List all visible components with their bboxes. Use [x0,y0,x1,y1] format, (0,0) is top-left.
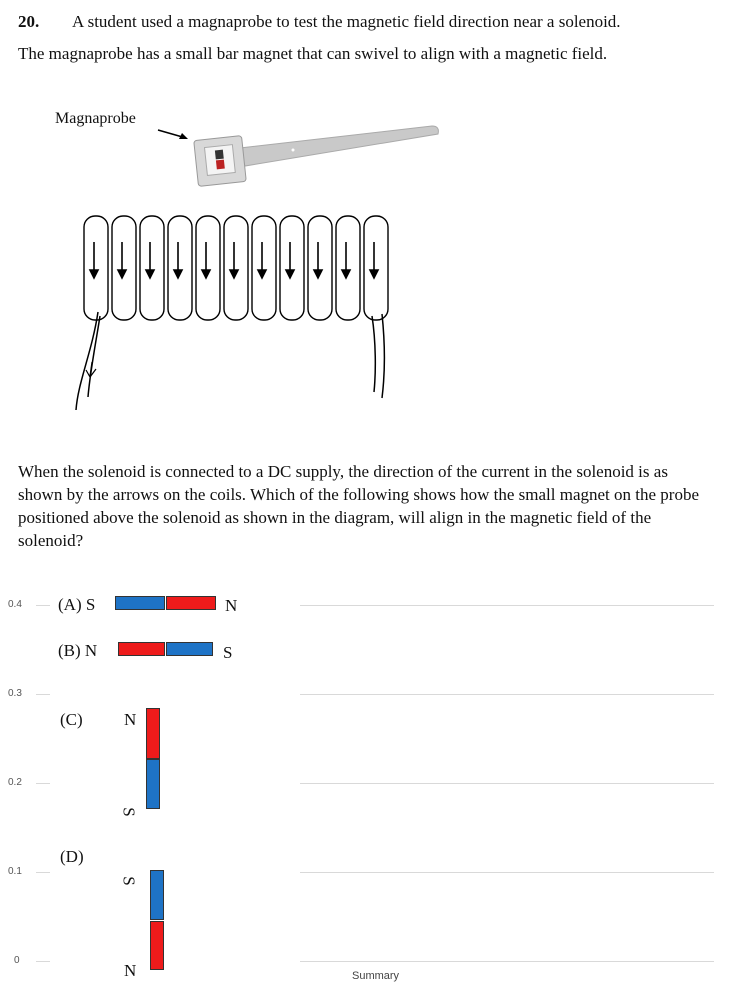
gridline [300,694,714,695]
y-tick-label: 0.3 [8,688,22,699]
gridline [300,605,714,606]
grid-tick [36,605,50,606]
option-d-label: (D) [60,847,84,866]
question-text-line2: The magnaprobe has a small bar magnet th… [18,44,608,63]
option-a-label: (A) S [58,595,96,614]
question-text-line1: A student used a magnaprobe to test the … [72,12,621,31]
magnet-south-half [166,642,213,656]
magnet-north-half [150,921,164,970]
y-tick-label: 0.2 [8,777,22,788]
question-paragraph: When the solenoid is connected to a DC s… [18,462,699,550]
grid-tick [36,872,50,873]
x-axis-label: Summary [352,970,400,982]
figure-caption: Magnaprobe [55,110,136,127]
option-c-top-label: N [124,710,137,729]
option-a-end-label: N [225,596,238,615]
option-b-label: (B) N [58,641,98,660]
solenoid-illustration [75,215,389,411]
option-c-label: (C) [60,710,83,729]
gridline [300,961,714,962]
magnet-north-half [166,596,216,610]
magnet-south-half [146,759,160,809]
grid-tick [36,694,50,695]
gridline [300,783,714,784]
gridline [300,872,714,873]
grid-tick [36,961,50,962]
option-c-bottom-label: S [119,807,139,817]
magnet-south-half [150,870,164,920]
magnet-north-half [118,642,165,656]
option-b-end-label: S [223,643,233,662]
option-d-top-label: S [119,876,139,886]
magnaprobe-illustration [157,125,439,187]
y-tick-label: 0 [14,955,20,966]
question-number: 20. [18,12,40,31]
magnet-north-half [146,708,160,759]
option-d-bottom-label: N [124,961,137,980]
grid-tick [36,783,50,784]
y-tick-label: 0.1 [8,866,22,877]
y-tick-label: 0.4 [8,599,22,610]
magnet-south-half [115,596,165,610]
